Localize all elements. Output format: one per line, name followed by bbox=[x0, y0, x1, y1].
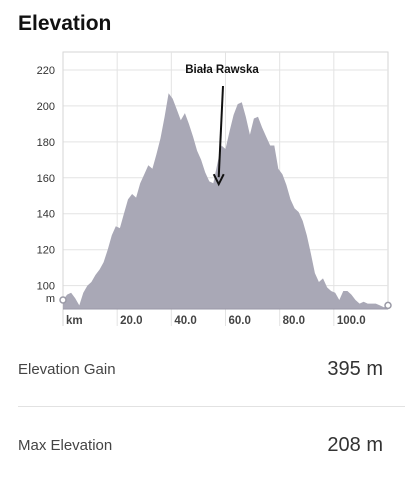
x-tick-label: 40.0 bbox=[174, 315, 196, 327]
start-marker bbox=[59, 296, 67, 304]
y-tick-label: 140 bbox=[37, 209, 55, 221]
elevation-area bbox=[63, 93, 388, 309]
annotation-arrow-head bbox=[212, 173, 225, 187]
y-tick-label: 220 bbox=[37, 65, 55, 77]
y-tick-label: 160 bbox=[37, 173, 55, 185]
section-title: Elevation bbox=[18, 12, 112, 35]
end-marker bbox=[384, 301, 392, 310]
stat-row-elevation-gain: Elevation Gain 395 m bbox=[18, 354, 383, 384]
max-elevation-label: Max Elevation bbox=[18, 436, 113, 454]
divider bbox=[18, 406, 405, 407]
y-tick-label: 200 bbox=[37, 101, 55, 113]
y-tick-label: 120 bbox=[37, 245, 55, 257]
elevation-gain-value: 395 m bbox=[327, 357, 383, 380]
elevation-gain-label: Elevation Gain bbox=[18, 360, 116, 378]
y-axis-unit-label: m bbox=[46, 293, 55, 305]
x-tick-label: 60.0 bbox=[229, 315, 251, 327]
annotation-arrow-line bbox=[217, 85, 224, 178]
y-tick-label: 100 bbox=[37, 281, 55, 293]
x-tick-label: 80.0 bbox=[283, 315, 305, 327]
elevation-chart: 100 120 140 160 180 200 220 20.0 40.0 60.0 80.0 100… bbox=[37, 51, 392, 327]
x-axis-unit-label: km bbox=[66, 315, 83, 327]
annotation-label: Biała Rawska bbox=[185, 64, 259, 76]
x-tick-label: 100.0 bbox=[337, 315, 366, 327]
x-tick-label: 20.0 bbox=[120, 315, 142, 327]
max-elevation-value: 208 m bbox=[327, 433, 383, 456]
stat-row-max-elevation: Max Elevation 208 m bbox=[18, 430, 383, 460]
y-tick-label: 180 bbox=[37, 137, 55, 149]
